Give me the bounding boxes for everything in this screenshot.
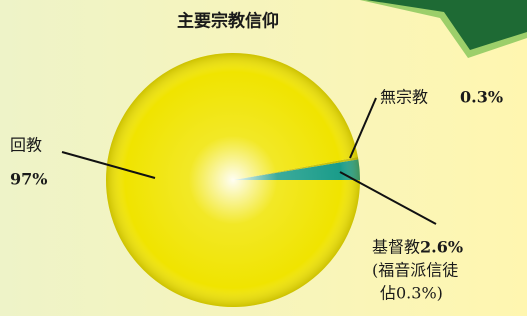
- value-label: 2.6%: [420, 238, 463, 257]
- annotation: (福音派信徒: [372, 261, 458, 280]
- category-label: 回教: [10, 136, 42, 155]
- category-label: 無宗教: [380, 88, 428, 107]
- annotation: 佔0.3%): [380, 284, 443, 303]
- pie: [106, 53, 360, 307]
- value-label: 97%: [10, 170, 47, 189]
- value-label: 0.3%: [460, 88, 503, 107]
- pie-slice: [106, 53, 360, 307]
- chart-title: 主要宗教信仰: [177, 11, 279, 32]
- chart: 主要宗教信仰 回教 97% 無宗教 0.3% 基督教 2.6% (福音派信徒 佔…: [0, 0, 527, 316]
- category-label: 基督教: [372, 238, 420, 257]
